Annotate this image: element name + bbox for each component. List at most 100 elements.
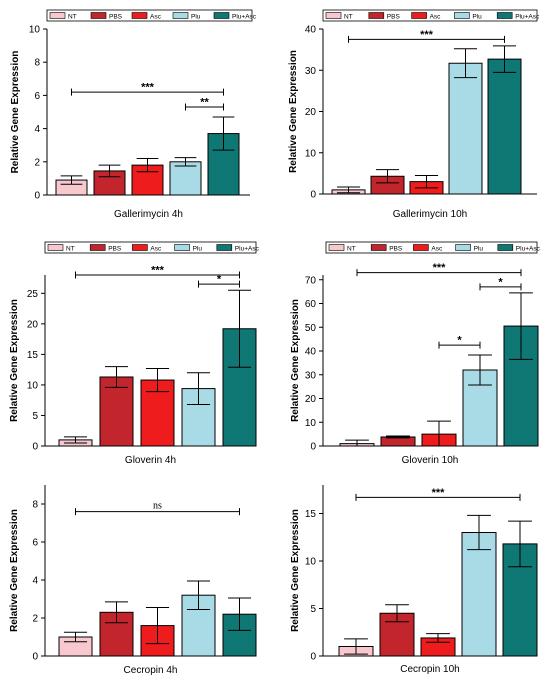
y-tick-label: 20 [27, 319, 39, 330]
y-tick-label: 10 [305, 148, 317, 159]
legend-label: PBS [108, 245, 122, 252]
y-tick-label: 15 [305, 509, 317, 520]
legend-swatch [172, 12, 189, 19]
significance-label: *** [432, 487, 446, 499]
y-tick-label: 4 [34, 124, 40, 135]
legend-swatch [368, 12, 385, 19]
significance-label: *** [433, 262, 447, 274]
y-tick-label: 6 [34, 91, 40, 102]
legend-label: Asc [150, 245, 162, 252]
significance-label: ns [153, 501, 162, 512]
x-axis-label: Cecropin 4h [124, 665, 178, 676]
y-axis-label: Relative Gene Expression [290, 509, 301, 632]
legend: NT PBS Asc Plu Plu+Asc [322, 9, 540, 22]
legend-swatch [455, 244, 471, 251]
y-axis-label: Relative Gene Expression [290, 299, 301, 422]
legend-label: Plu [472, 13, 482, 20]
x-axis-label: Cecropin 10h [400, 664, 459, 675]
y-tick-label: 10 [305, 418, 317, 429]
y-tick-label: 0 [34, 191, 40, 202]
significance-label: * [457, 335, 462, 347]
y-tick-label: 10 [305, 557, 317, 568]
significance-label: * [498, 276, 503, 288]
legend-swatch [90, 12, 107, 19]
y-tick-label: 5 [310, 604, 316, 615]
y-tick-label: 2 [32, 614, 38, 625]
bar-PBS [99, 376, 134, 447]
y-tick-label: 50 [305, 323, 317, 334]
y-tick-label: 4 [32, 576, 38, 587]
y-tick-label: 20 [305, 394, 317, 405]
legend-label: NT [68, 13, 77, 20]
legend-label: Plu+Asc [516, 245, 541, 252]
legend-swatch [47, 244, 64, 251]
legend-label: PBS [387, 13, 401, 20]
y-tick-label: 40 [305, 347, 317, 358]
legend-label: Asc [431, 245, 443, 252]
y-tick-label: 40 [305, 25, 317, 36]
y-tick-label: 0 [310, 190, 316, 201]
legend-label: Plu [191, 13, 201, 20]
y-tick-label: 20 [305, 107, 317, 118]
x-axis-label: Gloverin 10h [402, 455, 459, 466]
chart-panel-2: NT PBS Asc Plu Plu+Asc 0 10 20 30 40 *** Relative G… [288, 9, 540, 220]
x-axis-label: Gloverin 4h [125, 455, 176, 466]
x-axis-label: Gallerimycin 4h [114, 209, 183, 220]
chart-panel-5: 0 2 4 6 8 ns Relative Gene Expression Cecropin … [9, 485, 257, 676]
legend-label: Asc [430, 13, 442, 20]
legend-swatch [89, 244, 106, 251]
y-axis-label: Relative Gene Expression [288, 50, 299, 173]
legend: NT PBS Asc Plu Plu+Asc [325, 241, 541, 254]
y-tick-label: 15 [27, 350, 39, 361]
legend-swatch [213, 12, 230, 19]
legend-box [46, 9, 253, 22]
legend-label: PBS [109, 13, 123, 20]
y-tick-label: 70 [305, 275, 317, 286]
legend-swatch [49, 12, 66, 19]
legend-label: Plu [193, 245, 203, 252]
chart-panel-4: NT PBS Asc Plu Plu+Asc010203040506070*****Re… [290, 241, 541, 466]
y-axis-label: Relative Gene Expression [9, 509, 20, 632]
legend-swatch [497, 244, 514, 251]
significance-label: *** [420, 29, 434, 41]
legend-swatch [131, 12, 148, 19]
legend-swatch [328, 244, 345, 251]
legend-label: PBS [389, 245, 403, 252]
legend-label: Plu [474, 245, 484, 252]
bar-Plu [181, 388, 216, 447]
legend-swatch [413, 244, 429, 251]
y-axis-label: Relative Gene Expression [9, 299, 20, 422]
y-tick-label: 30 [305, 370, 317, 381]
y-tick-label: 5 [32, 411, 38, 422]
legend: NT PBS Asc Plu Plu+Asc [44, 241, 260, 254]
legend-swatch [132, 244, 148, 251]
significance-label: * [217, 274, 222, 286]
legend-swatch [454, 12, 470, 19]
bar-Plu [448, 62, 483, 195]
legend-swatch [174, 244, 190, 251]
y-tick-label: 10 [27, 380, 39, 391]
legend-label: NT [347, 245, 356, 252]
legend-box [322, 9, 538, 22]
legend-swatch [325, 12, 342, 19]
y-tick-label: 0 [32, 442, 38, 453]
y-tick-label: 0 [32, 652, 38, 663]
y-axis-label: Relative Gene Expression [10, 51, 21, 174]
bar-Plu [169, 161, 202, 196]
y-tick-label: 10 [29, 25, 41, 36]
legend: NT PBS Asc Plu Plu+Asc [46, 9, 257, 22]
significance-label: *** [141, 82, 155, 94]
significance-label: ** [200, 97, 209, 109]
legend-box [325, 241, 538, 254]
y-tick-label: 25 [27, 289, 39, 300]
y-tick-label: 6 [32, 538, 38, 549]
chart-panel-3: NT PBS Asc Plu Plu+Asc0510152025****Relative… [9, 241, 260, 466]
legend-label: NT [344, 13, 353, 20]
y-tick-label: 0 [310, 442, 316, 453]
chart-panel-6: 0 5 10 15 *** Relative Gene Expression Cecropi… [290, 485, 538, 675]
y-tick-label: 2 [34, 157, 40, 168]
legend-label: Plu+Asc [232, 13, 257, 20]
y-tick-label: 60 [305, 299, 317, 310]
significance-label: *** [151, 265, 165, 277]
